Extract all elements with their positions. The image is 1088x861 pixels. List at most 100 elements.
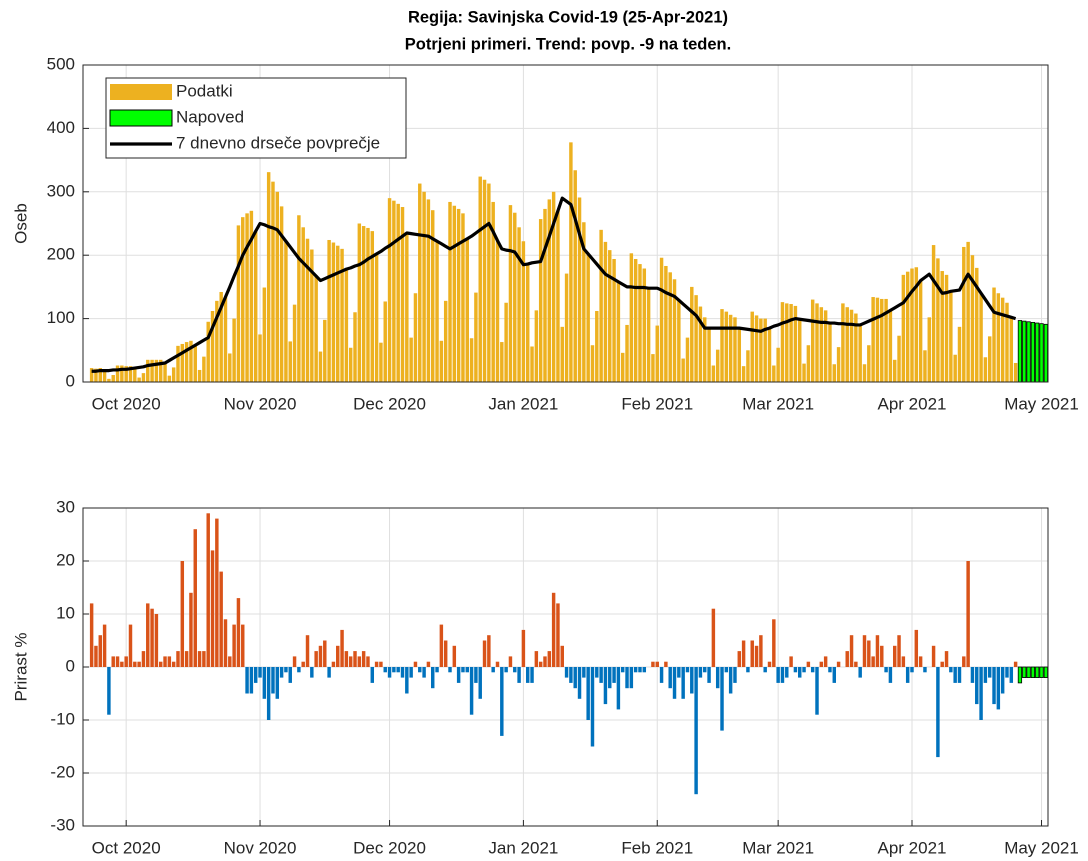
bar [435, 667, 439, 673]
bar [944, 274, 949, 382]
x-tick-label: Mar 2021 [742, 394, 814, 413]
bar [241, 217, 245, 382]
bar [133, 661, 137, 667]
bar [897, 335, 901, 382]
bar [525, 264, 530, 382]
bar [111, 656, 115, 667]
bar [664, 265, 668, 382]
bar [953, 667, 957, 683]
bar [146, 359, 150, 382]
bar [210, 550, 215, 667]
bar [810, 667, 815, 673]
bar [616, 281, 621, 382]
bar [150, 359, 154, 382]
bar [862, 635, 867, 667]
bar [301, 661, 305, 667]
bar [1039, 323, 1044, 383]
bar [124, 366, 128, 382]
bar [1013, 362, 1018, 382]
bar [258, 334, 262, 382]
bar [530, 667, 534, 683]
bar [426, 661, 431, 667]
chart-subtitle: Potrjeni primeri. Trend: povp. -9 na ted… [405, 35, 731, 53]
bar [448, 667, 452, 673]
bar [167, 375, 172, 382]
bar [975, 667, 979, 705]
bar [806, 661, 811, 667]
bar [694, 667, 698, 795]
bar [551, 592, 556, 667]
bar [228, 656, 232, 667]
bar [668, 667, 672, 689]
bar [357, 656, 362, 667]
bar [560, 645, 564, 667]
bar [905, 667, 910, 683]
bar [120, 661, 124, 667]
bar [625, 324, 629, 382]
bar [327, 239, 331, 382]
bar [845, 307, 849, 382]
bar [888, 310, 893, 382]
bar [452, 645, 457, 667]
bar [720, 667, 724, 731]
bar [750, 311, 754, 382]
bar [504, 667, 508, 673]
bar [184, 651, 189, 667]
bar [560, 326, 564, 382]
bar [1030, 666, 1036, 679]
bar [461, 667, 465, 673]
bar [793, 305, 798, 382]
bar [297, 667, 301, 673]
bar [301, 227, 305, 382]
bar [582, 222, 586, 382]
bar [854, 313, 858, 382]
legend-swatch [110, 84, 172, 100]
bar [888, 667, 893, 683]
x-tick-label: May 2021 [1004, 838, 1079, 857]
bar [171, 367, 176, 382]
bar [664, 661, 668, 667]
bar [284, 241, 288, 382]
bar [150, 608, 154, 667]
axes-box [82, 64, 1049, 383]
bar [275, 191, 280, 382]
bar [392, 200, 396, 382]
bar [724, 667, 729, 673]
bar [785, 303, 789, 382]
bar [711, 608, 716, 667]
bar [94, 368, 98, 382]
bar [348, 656, 353, 667]
bar [703, 667, 707, 673]
bar [672, 667, 677, 699]
bar [651, 354, 655, 382]
bar [366, 227, 370, 382]
bar [715, 349, 720, 382]
bar [953, 354, 957, 382]
bar [867, 640, 871, 667]
bar [137, 661, 141, 667]
bar [845, 651, 849, 667]
bar [1017, 666, 1023, 684]
bar [443, 300, 448, 382]
bar [202, 356, 206, 382]
bar [776, 667, 780, 683]
bar [465, 667, 469, 673]
bar [871, 297, 875, 382]
bar [366, 656, 370, 667]
bar [983, 667, 988, 683]
bar [387, 198, 392, 382]
bar [564, 667, 569, 678]
bar [823, 656, 828, 667]
bar [690, 667, 694, 694]
bar [884, 667, 888, 673]
bar [219, 291, 223, 382]
bar [115, 656, 120, 667]
bar [469, 667, 474, 715]
bar [923, 667, 927, 673]
bar [525, 667, 530, 683]
bar [258, 667, 262, 678]
bar [279, 667, 284, 678]
bar [1043, 323, 1048, 383]
bar [487, 635, 491, 667]
bar [253, 231, 258, 382]
